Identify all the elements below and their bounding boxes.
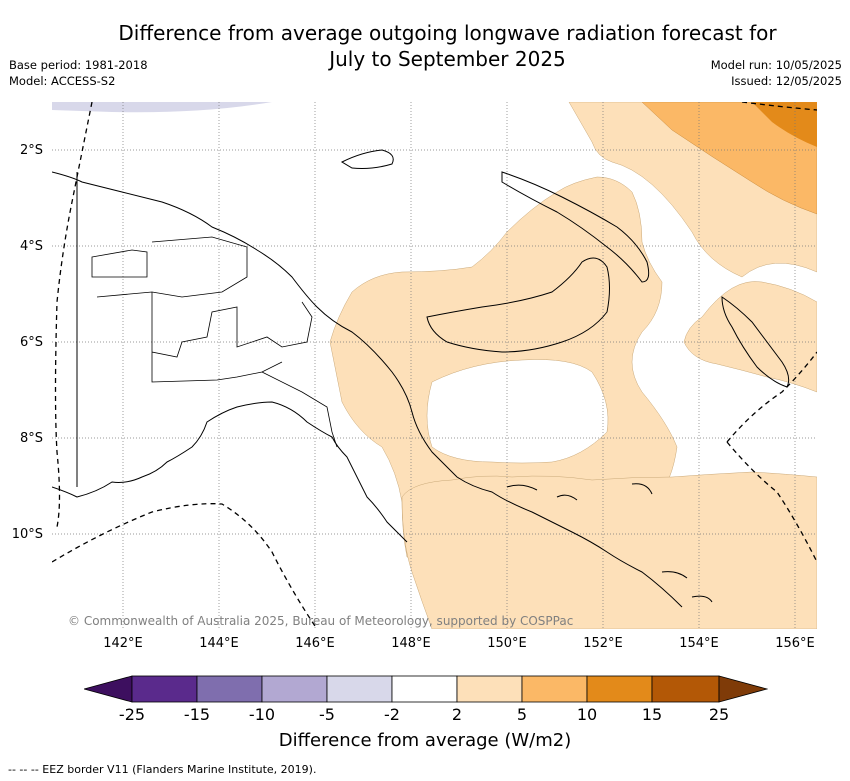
- lon-label-146e: 146°E: [295, 636, 335, 651]
- cb-label-25: 25: [708, 705, 730, 724]
- lat-label-6s: 6°S: [19, 335, 43, 350]
- coastlines: [52, 149, 790, 608]
- model-run: Model run: 10/05/2025: [710, 58, 842, 72]
- meta-right: Model run: 10/05/2025 Issued: 12/05/2025: [711, 57, 842, 89]
- colorbar-bin-2: [196, 675, 263, 703]
- milne-bay-islands: [506, 483, 713, 603]
- lat-label-10s: 10°S: [11, 527, 43, 542]
- new-britain-coastline: [426, 257, 610, 353]
- eez-borders: [52, 102, 817, 629]
- map-area: [52, 102, 817, 629]
- colorbar-bin-6: [456, 675, 523, 703]
- copyright-notice: © Commonwealth of Australia 2025, Bureau…: [68, 614, 574, 628]
- colorbar-bin-7: [521, 675, 588, 703]
- colorbar-bin-3: [261, 675, 328, 703]
- lat-label-8s: 8°S: [19, 431, 43, 446]
- cb-label-10: 10: [576, 705, 598, 724]
- cb-label-minus25: -25: [118, 705, 146, 724]
- base-period: Base period: 1981-2018: [9, 58, 148, 72]
- lat-label-2s: 2°S: [19, 143, 43, 158]
- cb-label-minus10: -10: [248, 705, 276, 724]
- colorbar-bin-8: [586, 675, 653, 703]
- anomaly-light-orange-region: [641, 102, 817, 215]
- colorbar-bin-5: [391, 675, 458, 703]
- model-name: Model: ACCESS-S2: [9, 74, 116, 88]
- cb-label-15: 15: [641, 705, 663, 724]
- title-line-1: Difference from average outgoing longwav…: [118, 21, 777, 45]
- colorbar-bin-1: [131, 675, 198, 703]
- anomaly-orange-region: [752, 102, 817, 147]
- lat-label-4s: 4°S: [19, 239, 43, 254]
- anomaly-pale-orange-south: [401, 471, 817, 629]
- mainland-interior-borders: [91, 236, 338, 448]
- new-ireland-coastline: [501, 171, 650, 283]
- anomaly-pale-orange-east: [683, 281, 817, 393]
- colorbar-bin-9: [651, 675, 720, 703]
- colorbar-extend-high: [718, 675, 768, 703]
- cb-label-2: 2: [451, 705, 463, 724]
- anomaly-lavender-region: [52, 102, 272, 113]
- lon-label-152e: 152°E: [583, 636, 623, 651]
- colorbar-title: Difference from average (W/m2): [278, 730, 572, 751]
- cb-label-minus5: -5: [319, 705, 335, 724]
- graticule: [52, 102, 817, 629]
- lon-label-156e: 156°E: [775, 636, 815, 651]
- colorbar-bin-4: [326, 675, 393, 703]
- new-guinea-coastline: [52, 171, 683, 608]
- lon-label-142e: 142°E: [103, 636, 143, 651]
- cb-label-5: 5: [516, 705, 528, 724]
- map-svg: [52, 102, 817, 629]
- title-line-2: July to September 2025: [329, 47, 566, 71]
- eez-footnote: -- -- -- EEZ border V11 (Flanders Marine…: [8, 763, 317, 776]
- cb-label-minus15: -15: [183, 705, 211, 724]
- manus-island: [340, 149, 394, 169]
- lon-label-154e: 154°E: [679, 636, 719, 651]
- map-title: Difference from average outgoing longwav…: [0, 20, 850, 72]
- meta-left: Base period: 1981-2018 Model: ACCESS-S2: [9, 57, 148, 89]
- lon-label-148e: 148°E: [391, 636, 431, 651]
- colorbar-extend-low: [84, 675, 133, 703]
- lon-label-144e: 144°E: [199, 636, 239, 651]
- issued-date: Issued: 12/05/2025: [731, 74, 842, 88]
- cb-label-minus2: -2: [384, 705, 400, 724]
- colorbar: [84, 675, 768, 703]
- lon-label-150e: 150°E: [487, 636, 527, 651]
